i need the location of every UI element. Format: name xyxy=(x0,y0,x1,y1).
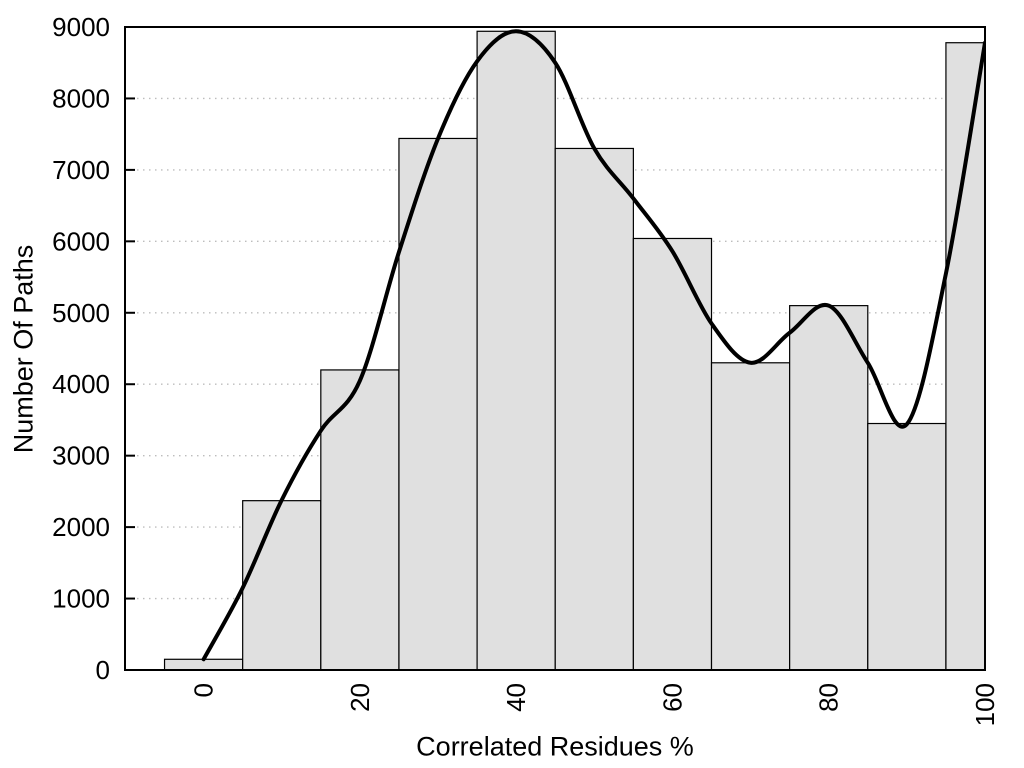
histogram-bar xyxy=(242,500,322,670)
histogram-bar xyxy=(789,305,869,670)
histogram-bar xyxy=(398,137,478,670)
x-tick-label: 0 xyxy=(189,683,219,697)
x-tick-label: 80 xyxy=(814,683,844,712)
y-tick-label: 6000 xyxy=(52,226,110,256)
y-tick-label: 1000 xyxy=(52,584,110,614)
x-tick-label: 40 xyxy=(501,683,531,712)
histogram-bar xyxy=(710,362,791,670)
y-axis-title: Number Of Paths xyxy=(8,244,39,454)
histogram-bar xyxy=(554,147,634,670)
x-tick-label: 20 xyxy=(345,683,375,712)
y-tick-label: 8000 xyxy=(52,83,110,113)
curve-group xyxy=(201,29,985,662)
y-tick-label: 2000 xyxy=(52,512,110,542)
y-tick-label: 3000 xyxy=(52,441,110,471)
plot-border xyxy=(124,26,986,671)
x-tick-label: 100 xyxy=(970,683,1000,726)
y-tick-label: 0 xyxy=(96,655,110,685)
histogram-bar xyxy=(476,30,556,670)
histogram-bar xyxy=(945,42,985,670)
y-tick-label: 9000 xyxy=(52,12,110,42)
y-tick-label: 4000 xyxy=(52,369,110,399)
x-axis-title: Correlated Residues % xyxy=(416,731,694,762)
bars-group xyxy=(163,30,985,670)
density-curve xyxy=(201,29,985,662)
y-tick-label: 7000 xyxy=(52,155,110,185)
histogram-bar xyxy=(632,237,713,670)
histogram-bar xyxy=(867,422,947,670)
x-tick-label: 60 xyxy=(657,683,687,712)
y-tick-label: 5000 xyxy=(52,298,110,328)
